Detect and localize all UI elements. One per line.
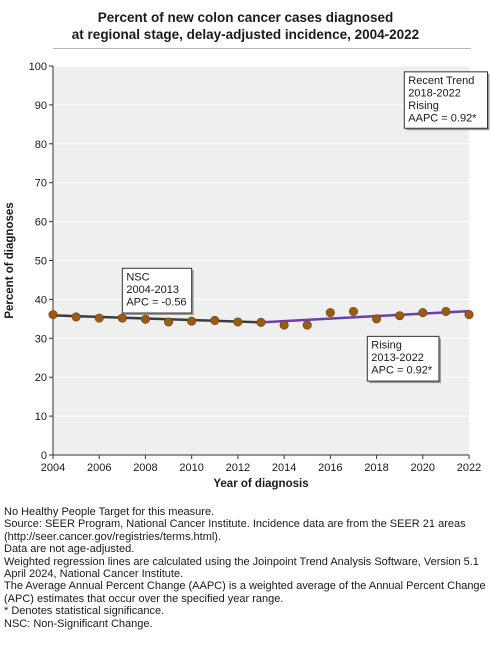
title-divider bbox=[53, 48, 471, 49]
y-tick-labels: 0 10 20 30 40 50 60 70 80 90 100 bbox=[29, 61, 53, 462]
footnote-target: No Healthy People Target for this measur… bbox=[4, 506, 215, 518]
footnote-regression: Weighted regression lines are calculated… bbox=[4, 555, 479, 581]
y-tick-label-10: 10 bbox=[35, 411, 47, 423]
annotation-frame-3 bbox=[366, 335, 440, 382]
data-point-2016 bbox=[325, 308, 335, 318]
data-point-2005 bbox=[71, 312, 81, 322]
y-tick-label-20: 20 bbox=[35, 372, 47, 384]
data-point-2004 bbox=[48, 310, 58, 320]
y-tick-label-100: 100 bbox=[29, 61, 47, 73]
x-tick-label-2006: 2006 bbox=[87, 462, 111, 474]
footnotes: No Healthy People Target for this measur… bbox=[4, 506, 488, 630]
annotation-2-line-2: 2004-2013 bbox=[126, 284, 179, 296]
footnote-source: Source: SEER Program, National Cancer In… bbox=[4, 518, 466, 543]
y-tick-label-40: 40 bbox=[35, 294, 47, 306]
data-points bbox=[48, 306, 474, 330]
annotation-2-line-3: APC = -0.56 bbox=[126, 296, 186, 308]
y-tick-label-70: 70 bbox=[35, 178, 47, 190]
annotation-frame-1 bbox=[403, 71, 488, 129]
footnote-nsc: NSC: Non-Significant Change. bbox=[4, 617, 153, 630]
y-axis-label: Percent of diagnoses bbox=[4, 202, 16, 318]
data-point-2009 bbox=[164, 317, 174, 327]
annotation-1-line-4: AAPC = 0.92* bbox=[408, 112, 477, 124]
y-tick-label-30: 30 bbox=[35, 333, 47, 345]
data-point-2013 bbox=[256, 317, 266, 327]
trend-segments bbox=[51, 309, 471, 324]
x-axis-label: Year of diagnosis bbox=[213, 478, 308, 490]
y-tick-label-60: 60 bbox=[35, 217, 47, 229]
annotation-1-line-1: Recent Trend bbox=[408, 75, 474, 87]
footnote-age-adjust: Data are not age-adjusted. bbox=[4, 543, 135, 556]
chart-title-line-1: Percent of new colon cancer cases diagno… bbox=[97, 10, 394, 25]
chart-title-line-2: at regional stage, delay-adjusted incide… bbox=[71, 27, 420, 42]
y-tick-label-90: 90 bbox=[35, 100, 47, 112]
x-tick-label-2014: 2014 bbox=[272, 462, 296, 474]
annotation-3-line-2: 2013-2022 bbox=[371, 352, 424, 364]
x-tick-label-2020: 2020 bbox=[411, 462, 435, 474]
x-tick-label-2004: 2004 bbox=[41, 462, 65, 474]
data-point-2006 bbox=[94, 313, 104, 323]
data-point-2014 bbox=[279, 320, 289, 330]
footnote-aapc: The Average Annual Percent Change (AAPC)… bbox=[4, 580, 486, 605]
annotation-3-line-3: APC = 0.92* bbox=[371, 364, 433, 376]
data-point-2012 bbox=[233, 317, 243, 327]
y-tick-label-50: 50 bbox=[35, 256, 47, 268]
data-point-2010 bbox=[187, 316, 197, 326]
annotation-3-line-1: Rising bbox=[371, 339, 402, 351]
data-point-2017 bbox=[348, 306, 358, 316]
annotation-2-line-1: NSC bbox=[126, 271, 149, 283]
x-tick-label-2010: 2010 bbox=[179, 462, 203, 474]
data-point-2011 bbox=[210, 315, 220, 325]
data-point-2008 bbox=[140, 314, 150, 324]
footnote-significance: * Denotes statistical significance. bbox=[4, 605, 165, 618]
annotation-1-line-2: 2018-2022 bbox=[408, 87, 461, 99]
data-point-2007 bbox=[117, 313, 127, 323]
data-point-2022 bbox=[464, 310, 474, 320]
x-tick-label-2022: 2022 bbox=[457, 462, 481, 474]
data-point-2021 bbox=[441, 306, 451, 316]
x-tick-label-2008: 2008 bbox=[133, 462, 157, 474]
data-point-2015 bbox=[302, 320, 312, 330]
x-tick-label-2012: 2012 bbox=[226, 462, 250, 474]
data-point-2019 bbox=[395, 311, 405, 321]
chart-title: Percent of new colon cancer cases diagno… bbox=[0, 9, 491, 43]
trend-segment-1 bbox=[51, 314, 263, 324]
trend-segment-2 bbox=[259, 309, 471, 324]
annotation-1-line-3: Rising bbox=[408, 100, 439, 112]
y-tick-label-80: 80 bbox=[35, 139, 47, 151]
annotation-frame-2 bbox=[121, 267, 193, 314]
data-point-2018 bbox=[372, 314, 382, 324]
x-tick-labels: 2004 2006 2008 2010 2012 2014 2016 2018 2020 2022 bbox=[41, 455, 481, 474]
x-tick-label-2018: 2018 bbox=[364, 462, 388, 474]
x-tick-label-2016: 2016 bbox=[318, 462, 342, 474]
y-tick-label-0: 0 bbox=[41, 450, 47, 462]
data-point-2020 bbox=[418, 308, 428, 318]
